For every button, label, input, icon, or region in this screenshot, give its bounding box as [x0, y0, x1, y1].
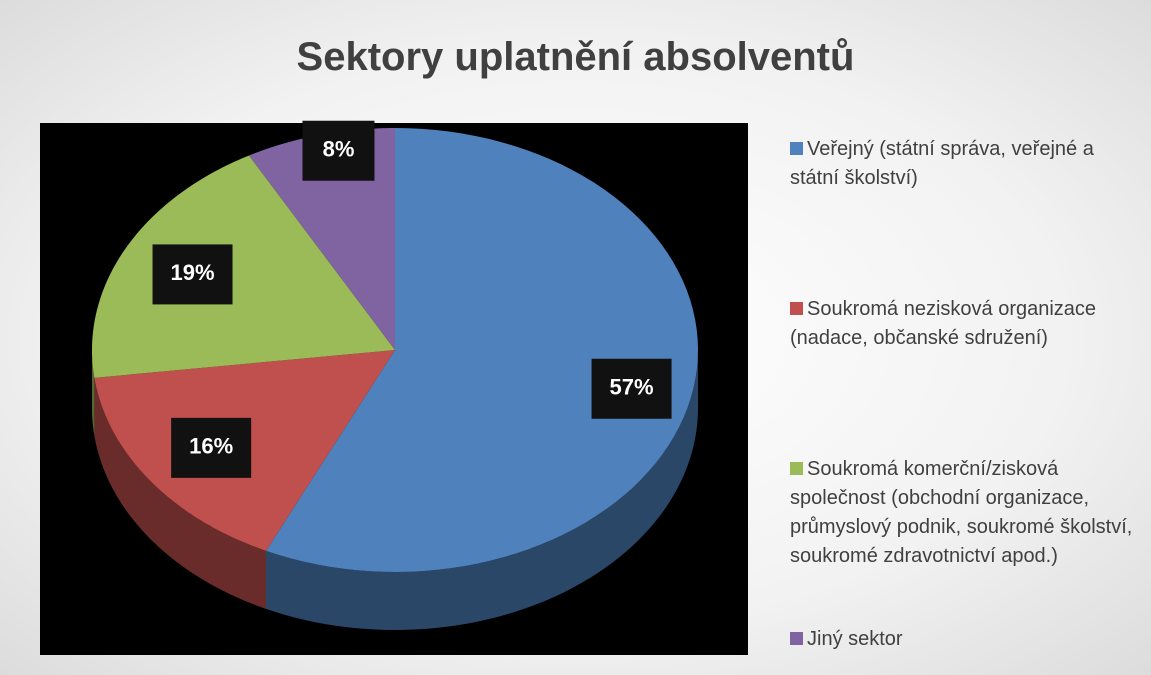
slice-side	[94, 377, 266, 609]
legend-swatch	[790, 302, 803, 315]
slice	[265, 128, 698, 572]
label-box	[591, 358, 672, 419]
legend-item: Jiný sektor	[790, 625, 1135, 654]
legend-item: Soukromá nezisková organizace (nadace, o…	[790, 295, 1135, 353]
legend-label: Soukromá komerční/zisková společnost (ob…	[790, 458, 1133, 567]
slice-side	[265, 350, 698, 630]
data-label: 16%	[189, 434, 233, 459]
legend-label: Veřejný (státní správa, veřejné a státní…	[790, 138, 1094, 189]
legend-item: Soukromá komerční/zisková společnost (ob…	[790, 455, 1135, 571]
label-box	[171, 417, 252, 478]
slice	[92, 155, 395, 378]
legend-label: Jiný sektor	[807, 628, 903, 650]
label-box	[302, 120, 375, 181]
slice-side	[92, 350, 95, 436]
legend-label: Soukromá nezisková organizace (nadace, o…	[790, 298, 1097, 349]
legend-item: Veřejný (státní správa, veřejné a státní…	[790, 135, 1135, 193]
legend-swatch	[790, 632, 803, 645]
label-box	[152, 244, 233, 305]
legend-swatch	[790, 462, 803, 475]
legend-swatch	[790, 142, 803, 155]
data-label: 8%	[323, 137, 355, 162]
chart-title: Sektory uplatnění absolventů	[296, 35, 855, 79]
slice	[249, 128, 395, 350]
data-label: 57%	[610, 375, 654, 400]
data-label: 19%	[170, 260, 214, 285]
